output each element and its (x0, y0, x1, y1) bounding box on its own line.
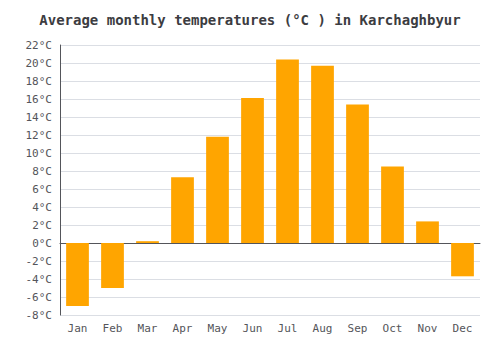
svg-text:18°C: 18°C (26, 75, 53, 88)
svg-text:Jun: Jun (243, 322, 263, 335)
svg-text:-8°C: -8°C (26, 309, 53, 322)
svg-text:14°C: 14°C (26, 111, 53, 124)
svg-text:Feb: Feb (103, 322, 123, 335)
svg-text:Oct: Oct (383, 322, 403, 335)
svg-text:4°C: 4°C (32, 201, 52, 214)
svg-text:Sep: Sep (348, 322, 368, 335)
svg-text:-6°C: -6°C (26, 291, 53, 304)
svg-text:12°C: 12°C (26, 129, 53, 142)
svg-text:22°C: 22°C (26, 39, 53, 52)
svg-text:0°C: 0°C (32, 237, 52, 250)
svg-text:20°C: 20°C (26, 57, 53, 70)
svg-text:-2°C: -2°C (26, 255, 53, 268)
svg-text:8°C: 8°C (32, 165, 52, 178)
svg-text:Apr: Apr (173, 322, 193, 335)
svg-text:May: May (208, 322, 228, 335)
svg-text:Mar: Mar (138, 322, 158, 335)
svg-text:16°C: 16°C (26, 93, 53, 106)
svg-text:Jul: Jul (278, 322, 298, 335)
svg-text:Nov: Nov (418, 322, 438, 335)
svg-text:6°C: 6°C (32, 183, 52, 196)
svg-text:10°C: 10°C (26, 147, 53, 160)
svg-text:Average monthly temperatures (: Average monthly temperatures (°C ) in Ka… (39, 12, 460, 28)
svg-text:Jan: Jan (68, 322, 88, 335)
svg-text:Aug: Aug (313, 322, 333, 335)
svg-text:Dec: Dec (453, 322, 473, 335)
svg-text:-4°C: -4°C (26, 273, 53, 286)
svg-text:2°C: 2°C (32, 219, 52, 232)
